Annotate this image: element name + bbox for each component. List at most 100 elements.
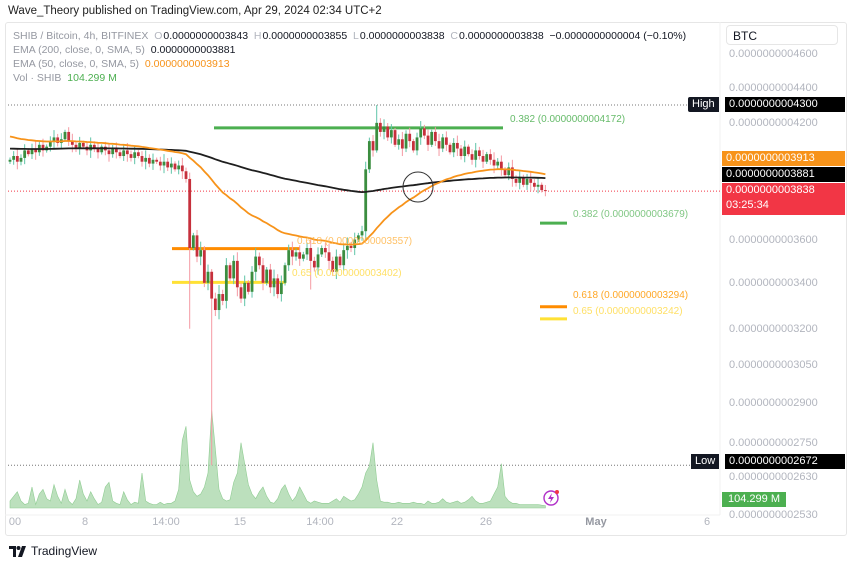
- high-label: H: [253, 30, 262, 42]
- candle-down: [338, 256, 342, 266]
- fib-label-0382-right: 0.382 (0.0000000003679): [573, 209, 689, 220]
- candle-down: [276, 278, 280, 295]
- candle-down: [166, 161, 170, 168]
- candle-down: [67, 131, 71, 142]
- currency-selector[interactable]: BTC: [726, 25, 838, 45]
- price-axis-tick: 0.0000000002750: [729, 437, 818, 450]
- candle-up: [224, 265, 228, 301]
- candle-up: [345, 245, 349, 251]
- time-tick: 22: [390, 516, 404, 528]
- low-value: 0.0000000003838: [359, 30, 445, 42]
- time-tick: May: [585, 516, 607, 528]
- candle-up: [19, 157, 23, 162]
- candle-down: [529, 178, 533, 183]
- candle-up: [63, 131, 67, 140]
- fib-label-065-right: 0.65 (0.0000000003242): [573, 306, 683, 317]
- candle-up: [356, 235, 360, 240]
- candle-down: [129, 154, 133, 158]
- candle-down: [26, 150, 30, 155]
- candle-down: [532, 182, 536, 187]
- candle-down: [188, 178, 192, 249]
- ema200-line: [9, 147, 546, 194]
- candle-up: [250, 271, 254, 292]
- last-price: 0.0000000003838: [726, 184, 815, 196]
- close-value: 0.0000000003838: [458, 30, 544, 42]
- price-axis-tick: 0.0000000003200: [729, 322, 818, 335]
- candle-down: [543, 190, 547, 192]
- candle-down: [444, 137, 448, 145]
- legend-ema200[interactable]: EMA (200, close, 0, SMA, 5) 0.0000000003…: [13, 44, 235, 56]
- candle-up: [430, 131, 434, 145]
- candle-up: [206, 271, 210, 283]
- candle-down: [514, 178, 518, 183]
- candle-up: [52, 137, 56, 142]
- candle-down: [180, 165, 184, 172]
- volume-area: [9, 409, 546, 509]
- candle-down: [118, 152, 122, 157]
- legend-volume[interactable]: Vol · SHIB 104.299 M: [13, 72, 117, 84]
- candle-up: [279, 282, 283, 295]
- candle-up: [272, 278, 276, 288]
- publish-info: Wave_Theory published on TradingView.com…: [8, 5, 382, 17]
- candle-up: [397, 139, 401, 145]
- candle-up: [133, 152, 137, 158]
- candle-down: [158, 161, 162, 166]
- time-tick: 8: [81, 516, 89, 528]
- candle-up: [144, 157, 148, 162]
- candle-down: [426, 135, 430, 145]
- tradingview-logo-icon: [9, 545, 26, 557]
- candle-down: [195, 235, 199, 257]
- time-tick: 14:00: [152, 516, 180, 528]
- candle-up: [389, 130, 393, 138]
- candle-up: [191, 235, 195, 249]
- candle-up: [111, 148, 115, 155]
- candle-up: [100, 146, 104, 153]
- candle-up: [485, 154, 489, 162]
- candle-down: [96, 148, 100, 153]
- candle-down: [136, 152, 140, 157]
- candle-up: [334, 256, 338, 272]
- candle-down: [455, 142, 459, 149]
- volume-value: 104.299 M: [67, 72, 117, 84]
- candle-down: [540, 184, 544, 191]
- bar-countdown: 03:25:34: [726, 199, 769, 211]
- candle-down: [268, 269, 272, 288]
- high-badge-label: High: [688, 97, 719, 112]
- candle-down: [488, 154, 492, 160]
- candle-up: [78, 142, 82, 149]
- candle-up: [254, 256, 258, 272]
- low-badge-value: 0.0000000002672: [725, 454, 845, 469]
- legend-ohlc: SHIB / Bitcoin, 4h, BITFINEX O0.00000000…: [13, 30, 686, 42]
- tradingview-logo[interactable]: TradingView: [9, 544, 97, 558]
- fib-label-065-mid: 0.65 (0.0000000003402): [292, 268, 402, 279]
- candle-down: [448, 144, 452, 153]
- candle-down: [114, 148, 118, 153]
- candle-down: [437, 141, 441, 149]
- legend-ema50[interactable]: EMA (50, close, 0, SMA, 5) 0.00000000039…: [13, 58, 230, 70]
- ema50-line: [9, 135, 546, 246]
- candle-down: [400, 139, 404, 149]
- candle-down: [147, 157, 151, 164]
- candle-down: [221, 294, 225, 301]
- lightning-alert-icon[interactable]: [543, 490, 559, 506]
- candle-down: [433, 131, 437, 142]
- candle-up: [177, 165, 181, 170]
- candle-down: [470, 154, 474, 160]
- candle-down: [510, 167, 514, 179]
- price-axis-tick: 0.0000000004200: [729, 116, 818, 129]
- candle-up: [122, 150, 126, 157]
- candle-up: [496, 161, 500, 166]
- price-axis-tick: 0.0000000002530: [729, 509, 818, 521]
- candle-down: [56, 137, 60, 143]
- low-badge-label: Low: [691, 454, 720, 469]
- candle-up: [452, 142, 456, 153]
- candle-up: [301, 254, 305, 259]
- candle-up: [518, 177, 522, 183]
- candle-up: [162, 161, 166, 166]
- fib-label-0618-mid: 0.618 (0.0000000003557): [297, 236, 413, 247]
- candle-down: [393, 130, 397, 145]
- candle-down: [331, 260, 335, 272]
- candle-down: [261, 265, 265, 283]
- candle-down: [173, 163, 177, 170]
